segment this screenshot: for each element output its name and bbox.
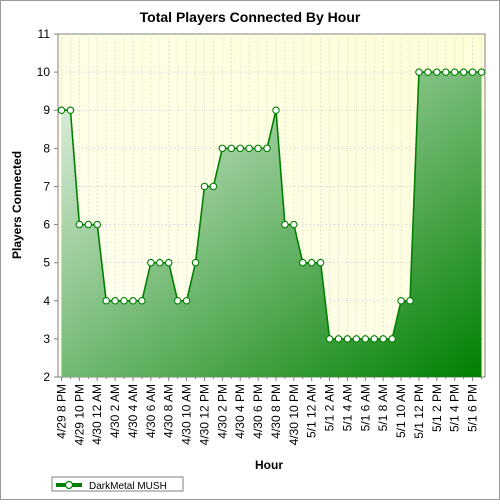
data-point: [442, 68, 450, 76]
chart-title: Total Players Connected By Hour: [140, 9, 361, 25]
y-tick-label: 5: [43, 256, 50, 270]
x-tick-label: 4/30 4 AM: [126, 384, 140, 438]
data-point: [200, 182, 209, 191]
x-tick-label: 5/1 10 AM: [394, 384, 408, 438]
x-tick-label: 4/30 12 PM: [197, 384, 211, 445]
x-tick-label: 5/1 12 AM: [305, 384, 319, 438]
y-tick-label: 6: [43, 218, 50, 232]
data-point: [290, 220, 298, 229]
data-point: [191, 258, 200, 267]
x-tick-label: 4/30 6 AM: [144, 384, 158, 438]
x-tick-label: 4/30 12 AM: [90, 384, 104, 445]
data-point: [352, 335, 361, 343]
x-tick-label: 4/29 10 PM: [72, 384, 86, 445]
data-point: [263, 144, 271, 153]
data-point: [406, 297, 414, 305]
data-point: [209, 182, 218, 191]
data-point: [450, 68, 459, 76]
y-axis-label: Players Connected: [10, 151, 24, 259]
data-point: [433, 68, 441, 76]
data-point: [299, 258, 307, 267]
data-point: [415, 68, 423, 76]
data-point: [379, 335, 387, 343]
x-axis: 4/29 8 PM 4/29 10 PM 4/30 12 AM 4/30 2 AM 4/…: [55, 377, 482, 445]
data-point: [156, 258, 164, 267]
y-axis: 2 3 4 5 6 7 8 9 10 11: [37, 27, 58, 384]
x-tick-label: 5/1 6 PM: [466, 384, 480, 432]
data-point: [281, 220, 289, 229]
data-point: [218, 144, 227, 153]
x-tick-label: 5/1 8 AM: [376, 384, 390, 431]
data-point: [227, 144, 236, 153]
x-tick-label: 5/1 4 PM: [448, 384, 462, 432]
data-point: [477, 68, 486, 76]
data-point: [272, 106, 280, 114]
x-tick-label: 5/1 2 AM: [323, 384, 337, 431]
data-point: [164, 258, 173, 267]
data-point: [93, 220, 101, 229]
y-tick-label: 7: [43, 179, 50, 193]
data-point: [120, 297, 128, 305]
legend-marker: [64, 480, 74, 490]
data-point: [57, 106, 66, 114]
data-point: [236, 144, 244, 153]
series-area: [61, 72, 482, 377]
x-tick-label: 4/30 8 AM: [162, 384, 176, 438]
data-point: [182, 297, 191, 305]
y-tick-label: 11: [38, 27, 51, 41]
data-point: [334, 335, 343, 343]
data-point: [75, 220, 84, 229]
y-tick-label: 10: [37, 65, 51, 79]
data-point: [370, 335, 379, 343]
legend-label: DarkMetal MUSH: [89, 481, 167, 492]
legend-box: [51, 476, 184, 492]
data-point: [397, 297, 405, 305]
x-tick-label: 4/30 10 PM: [287, 384, 301, 445]
area-layer: [57, 68, 486, 377]
data-point: [361, 335, 370, 343]
data-point: [129, 297, 137, 305]
data-point: [468, 68, 477, 76]
x-tick-label: 4/30 4 PM: [233, 384, 247, 439]
data-point: [424, 68, 432, 76]
data-point: [459, 68, 468, 76]
data-point: [66, 106, 75, 114]
data-point: [84, 220, 93, 229]
x-tick-label: 5/1 2 PM: [430, 384, 444, 432]
y-tick-label: 9: [43, 103, 50, 117]
data-point: [316, 258, 325, 267]
x-tick-label: 4/29 8 PM: [55, 384, 69, 439]
data-point: [102, 297, 110, 305]
data-point: [147, 258, 155, 267]
data-point: [138, 297, 146, 305]
y-tick-label: 4: [43, 294, 50, 308]
data-point: [343, 335, 352, 343]
legend: DarkMetal MUSH: [51, 476, 184, 492]
x-tick-label: 4/30 6 PM: [251, 384, 265, 439]
x-tick-label: 4/30 2 AM: [108, 384, 122, 438]
y-tick-label: 8: [43, 141, 50, 155]
data-point: [307, 258, 316, 267]
data-point: [173, 297, 182, 305]
x-tick-label: 5/1 12 PM: [412, 384, 426, 439]
data-point: [325, 335, 334, 343]
x-tick-label: 5/1 6 AM: [358, 384, 372, 431]
x-tick-label: 4/30 8 PM: [269, 384, 283, 439]
x-axis-label: Hour: [255, 458, 283, 472]
data-point: [111, 297, 119, 305]
x-tick-label: 4/30 10 AM: [180, 384, 194, 445]
data-point: [245, 144, 253, 153]
data-point: [254, 144, 262, 153]
x-tick-label: 4/30 2 PM: [215, 384, 229, 439]
y-tick-label: 2: [43, 370, 50, 384]
x-tick-label: 5/1 4 AM: [340, 384, 354, 431]
y-tick-label: 3: [43, 332, 50, 346]
data-point: [388, 335, 396, 343]
